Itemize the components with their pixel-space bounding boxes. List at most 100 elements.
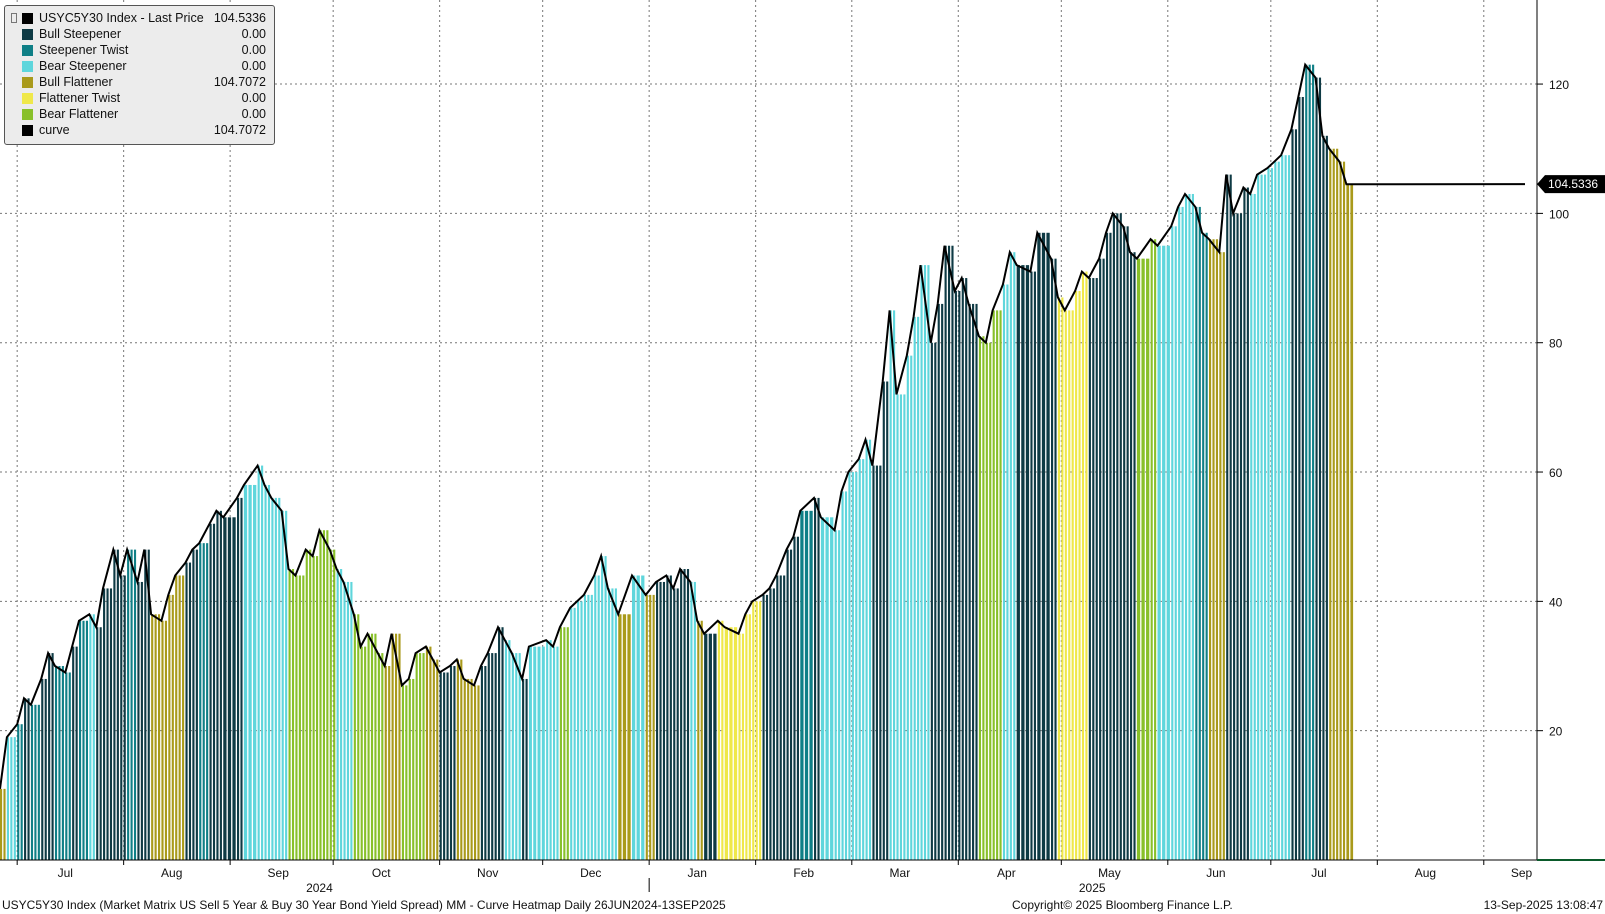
heatmap-bar <box>253 484 257 860</box>
heatmap-bar <box>1064 310 1067 860</box>
heatmap-bar <box>899 394 903 860</box>
heatmap-bar <box>752 601 755 860</box>
heatmap-bar <box>848 472 851 860</box>
heatmap-bar <box>425 646 429 860</box>
heatmap-bar <box>264 484 267 860</box>
heatmap-bar <box>206 543 209 860</box>
heatmap-bar <box>147 549 150 860</box>
legend-swatch <box>22 77 33 88</box>
heatmap-bar <box>271 497 274 860</box>
heatmap-bar <box>3 788 6 860</box>
heatmap-bar <box>1284 155 1287 860</box>
last-price-tag: 104.5336 <box>1537 175 1605 194</box>
collapse-icon[interactable] <box>11 13 17 23</box>
heatmap-bar <box>1212 239 1215 861</box>
heatmap-bar <box>1233 213 1236 861</box>
legend-item-value: 104.7072 <box>213 75 266 89</box>
heatmap-bar <box>989 342 992 860</box>
heatmap-bar <box>82 620 85 860</box>
heatmap-bar <box>793 536 796 860</box>
heatmap-bar <box>652 594 655 860</box>
x-tick-label: Nov <box>477 866 498 880</box>
heatmap-bar <box>587 594 590 860</box>
legend-swatch <box>22 125 33 136</box>
heatmap-bar <box>51 653 54 860</box>
legend-item-value: 0.00 <box>241 59 266 73</box>
heatmap-bar <box>611 588 614 860</box>
heatmap-bar <box>820 517 825 860</box>
legend-swatch <box>22 93 33 104</box>
legend-item: Bear Steepener 0.00 <box>9 59 272 75</box>
heatmap-bar <box>961 278 964 860</box>
heatmap-bar <box>552 646 556 860</box>
heatmap-bar <box>116 549 119 860</box>
heatmap-bar <box>1301 96 1304 860</box>
heatmap-bar <box>68 672 71 860</box>
heatmap-bar <box>944 245 947 860</box>
heatmap-bar <box>913 316 916 860</box>
heatmap-bar <box>460 659 463 860</box>
heatmap-bar <box>374 633 377 860</box>
heatmap-bar <box>1078 290 1081 861</box>
heatmap-bar <box>1329 148 1332 860</box>
heatmap-bar <box>1198 206 1201 860</box>
heatmap-bar <box>1099 258 1102 860</box>
heatmap-bar <box>319 530 322 860</box>
heatmap-bar <box>1130 252 1133 861</box>
heatmap-bar <box>504 640 508 860</box>
heatmap-bar <box>419 653 422 860</box>
heatmap-bar <box>1339 161 1342 861</box>
heatmap-bar <box>137 581 140 860</box>
heatmap-bar <box>965 278 968 860</box>
heatmap-bar <box>862 459 865 860</box>
heatmap-bar <box>78 620 82 860</box>
heatmap-bar <box>776 575 779 860</box>
heatmap-bar <box>92 614 95 860</box>
heatmap-bar <box>947 245 951 860</box>
heatmap-bar <box>44 678 47 860</box>
legend-swatch <box>22 109 33 120</box>
legend-title-value: 104.5336 <box>213 11 266 25</box>
heatmap-bar <box>896 394 899 860</box>
heatmap-bar <box>1288 155 1291 860</box>
x-tick-label: Apr <box>997 866 1016 880</box>
heatmap-bar <box>1205 232 1208 860</box>
heatmap-bar <box>570 607 573 860</box>
heatmap-bar <box>930 342 933 860</box>
heatmap-bar <box>1075 290 1078 861</box>
heatmap-bar <box>58 666 61 860</box>
heatmap-bar <box>745 614 748 860</box>
heatmap-bar <box>175 575 178 860</box>
legend-item: Steepener Twist 0.00 <box>9 43 272 59</box>
heatmap-bar <box>1195 206 1198 860</box>
heatmap-bar <box>1346 184 1350 861</box>
heatmap-bar <box>291 569 295 860</box>
heatmap-bar <box>566 627 569 860</box>
legend-item: curve 104.7072 <box>9 123 272 139</box>
heatmap-bar <box>1126 226 1129 860</box>
heatmap-bar <box>216 510 219 860</box>
legend-item-label: Bull Steepener <box>39 27 122 41</box>
legend-swatch <box>22 45 33 56</box>
heatmap-bar <box>381 653 384 860</box>
heatmap-bar <box>1277 161 1280 861</box>
heatmap-bar <box>985 342 988 860</box>
heatmap-bar <box>188 562 192 860</box>
heatmap-bar <box>1061 297 1064 860</box>
heatmap-bar <box>41 678 44 860</box>
heatmap-bar <box>1184 193 1188 860</box>
heatmap-bar <box>443 672 446 860</box>
heatmap-bar <box>577 601 580 860</box>
heatmap-bar <box>1215 239 1219 861</box>
heatmap-bar <box>817 497 820 860</box>
heatmap-bar <box>917 316 920 860</box>
heatmap-bar <box>748 614 751 860</box>
heatmap-bar <box>1081 271 1085 860</box>
x-tick-label: Jan <box>688 866 707 880</box>
heatmap-bar <box>533 646 537 860</box>
heatmap-bar <box>580 601 583 860</box>
heatmap-bar <box>522 678 525 860</box>
heatmap-bar <box>223 517 227 860</box>
heatmap-bar <box>597 575 600 860</box>
heatmap-bar <box>882 381 885 860</box>
